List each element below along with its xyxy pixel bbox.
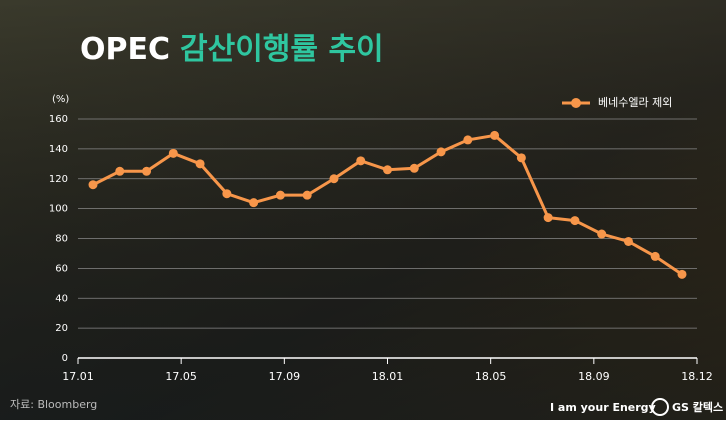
point — [329, 174, 339, 184]
legend-marker — [571, 98, 581, 108]
x-tick-label: 17.01 — [62, 370, 94, 383]
y-tick-label: 20 — [55, 323, 68, 334]
point — [677, 269, 687, 279]
y-tick-label: 60 — [55, 263, 68, 274]
title-highlight: 감산이행률 추이 — [180, 32, 384, 67]
footer-slogan: I am your Energy — [550, 401, 656, 414]
y-tick-label: 0 — [62, 353, 68, 364]
point — [383, 165, 392, 175]
point — [409, 163, 419, 173]
brand-logo — [651, 398, 669, 416]
point — [490, 130, 500, 140]
title-main: OPEC — [80, 32, 170, 67]
legend-label: 베네수엘라 제외 — [598, 96, 672, 109]
x-tick-label: 17.09 — [269, 370, 301, 383]
point — [275, 190, 285, 200]
point — [650, 251, 660, 261]
x-tick-label: 18.09 — [578, 370, 610, 383]
point — [570, 216, 580, 226]
point — [249, 198, 259, 208]
point — [543, 213, 553, 223]
point — [195, 159, 205, 169]
point — [302, 190, 312, 200]
point — [88, 180, 98, 190]
point — [597, 229, 607, 239]
point — [463, 135, 473, 145]
point — [356, 156, 366, 166]
point — [222, 189, 232, 199]
y-tick-label: 120 — [49, 174, 68, 185]
y-unit: (%) — [52, 94, 69, 105]
source: 자료: Bloomberg — [10, 398, 97, 411]
x-tick-label: 17.05 — [165, 370, 197, 383]
y-tick-label: 160 — [49, 114, 68, 125]
point — [623, 236, 633, 246]
x-tick-label: 18.01 — [372, 370, 404, 383]
point — [516, 153, 526, 163]
point — [168, 148, 178, 158]
point — [115, 166, 125, 176]
y-tick-label: 140 — [49, 144, 68, 155]
x-tick-label: 18.12 — [681, 370, 713, 383]
y-tick-label: 40 — [55, 293, 68, 304]
chart-title: OPEC 감산이행률 추이 — [80, 32, 384, 67]
x-tick-label: 18.05 — [475, 370, 507, 383]
y-tick-label: 80 — [55, 234, 68, 245]
point — [436, 147, 446, 157]
footer-brand: GS 칼텍스 — [672, 400, 723, 414]
point — [142, 166, 152, 176]
y-tick-label: 100 — [49, 204, 68, 215]
